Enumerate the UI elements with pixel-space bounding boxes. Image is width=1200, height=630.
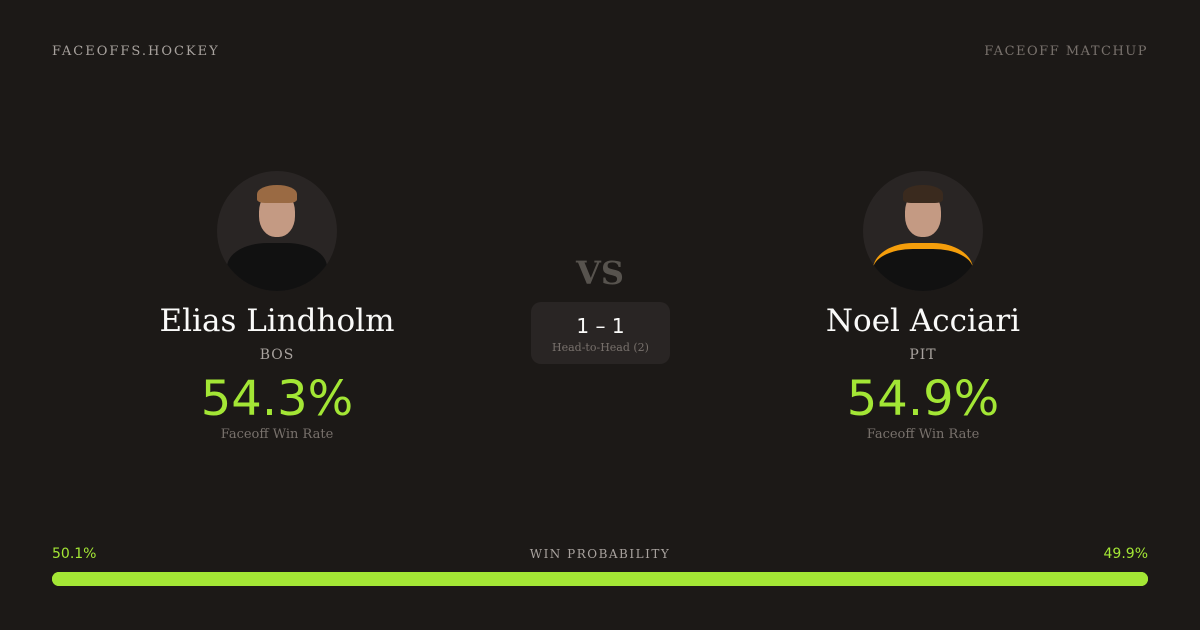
faceoff-win-rate-label: Faceoff Win Rate — [866, 427, 980, 442]
player-name: Noel Acciari — [825, 303, 1021, 339]
head-to-head-score: 1 – 1 — [576, 314, 625, 338]
head-to-head-card: 1 – 1 Head-to-Head (2) — [531, 302, 670, 364]
win-probability-left: 50.1% — [52, 546, 97, 562]
win-probability-right: 49.9% — [1103, 546, 1148, 562]
win-probability-left-fill — [52, 572, 602, 586]
faceoff-win-rate: 54.9% — [846, 371, 1000, 427]
win-probability-label: WIN PROBABILITY — [529, 547, 671, 561]
player-avatar — [217, 171, 337, 291]
player-left: Elias Lindholm BOS 54.3% Faceoff Win Rat… — [127, 171, 427, 442]
faceoff-win-rate-label: Faceoff Win Rate — [220, 427, 334, 442]
win-probability-right-fill — [601, 572, 1148, 586]
vs-label: VS — [576, 254, 624, 292]
page-tag: FACEOFF MATCHUP — [984, 44, 1148, 59]
player-right: Noel Acciari PIT 54.9% Faceoff Win Rate — [773, 171, 1073, 442]
player-avatar — [863, 171, 983, 291]
win-probability-bar — [52, 572, 1148, 586]
player-team: BOS — [259, 347, 295, 363]
site-brand: FACEOFFS.HOCKEY — [52, 44, 220, 59]
player-team: PIT — [909, 347, 937, 363]
player-name: Elias Lindholm — [159, 303, 395, 339]
faceoff-win-rate: 54.3% — [200, 371, 354, 427]
head-to-head-label: Head-to-Head (2) — [552, 341, 649, 354]
